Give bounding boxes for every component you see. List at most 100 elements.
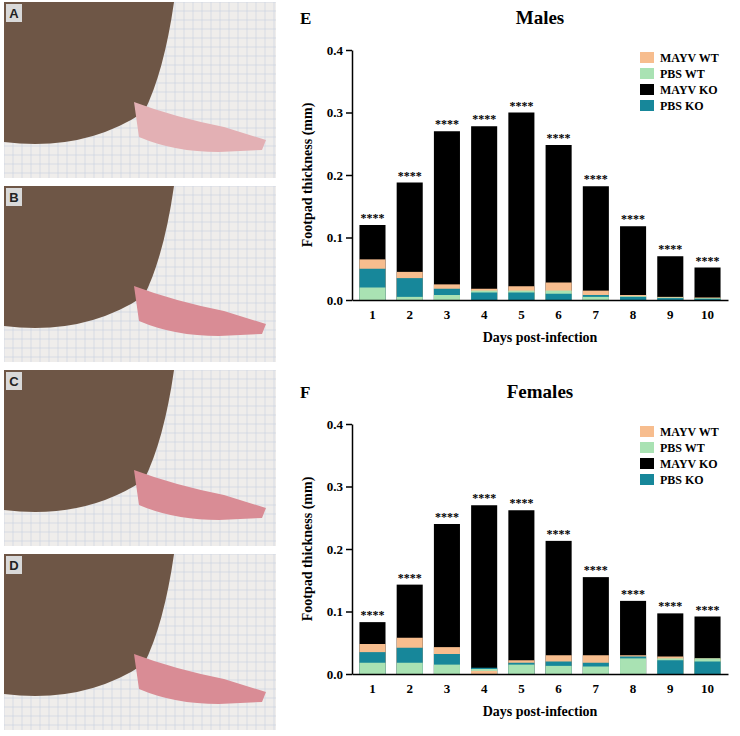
legend-label: MAYV KO xyxy=(660,83,718,97)
panel-letter: F xyxy=(300,383,310,402)
bar xyxy=(694,658,720,674)
bar xyxy=(359,288,385,301)
bar xyxy=(471,291,497,300)
bar xyxy=(583,186,609,300)
paper-grid xyxy=(265,370,266,546)
bar xyxy=(620,297,646,300)
significance: **** xyxy=(696,603,720,617)
bar xyxy=(657,256,683,300)
photo-panel xyxy=(4,2,276,178)
paper-grid xyxy=(274,370,275,546)
bar xyxy=(471,126,497,300)
x-tick: 2 xyxy=(406,674,413,696)
paper-grid xyxy=(4,707,276,708)
chart: EMales**********************************… xyxy=(300,7,729,345)
bar xyxy=(471,505,497,674)
significance: **** xyxy=(584,172,608,186)
paper-grid xyxy=(193,186,194,362)
tick-label: 0.4 xyxy=(327,43,344,58)
paper-grid xyxy=(247,186,248,362)
bar xyxy=(583,291,609,300)
x-tick: 7 xyxy=(593,300,600,322)
panel-letter: D xyxy=(9,558,18,573)
legend-swatch xyxy=(640,426,654,437)
axis-line xyxy=(353,300,729,302)
tick-mark xyxy=(346,237,352,239)
paper-grid xyxy=(202,2,203,178)
chart: FFemales********************************… xyxy=(300,381,729,719)
photo-background xyxy=(4,2,276,178)
panel-letter-box: B xyxy=(6,188,22,206)
y-tick: 0.4 xyxy=(327,417,352,432)
tick-label: 0.2 xyxy=(327,168,343,183)
bar xyxy=(434,524,460,674)
bar xyxy=(657,613,683,674)
mouse-paw xyxy=(134,286,266,336)
x-tick: 6 xyxy=(555,300,562,322)
paper-grid xyxy=(256,554,257,730)
tick-mark xyxy=(346,300,352,302)
chart-title: Males xyxy=(516,7,565,28)
bar xyxy=(434,654,460,674)
bar xyxy=(359,259,385,300)
paper-grid xyxy=(193,554,194,730)
significance: **** xyxy=(621,212,645,226)
tick-label: 1 xyxy=(369,681,376,696)
bar xyxy=(657,298,683,300)
bar xyxy=(657,297,683,300)
tick-label: 0.3 xyxy=(327,479,344,494)
panel-letter: A xyxy=(9,6,19,21)
bar xyxy=(546,662,572,675)
paper-grid xyxy=(229,370,230,546)
paper-grid xyxy=(229,2,230,178)
bar xyxy=(397,585,423,674)
x-axis-title: Days post-infection xyxy=(483,330,598,345)
bar xyxy=(620,657,646,675)
panel-letter-background xyxy=(6,4,22,22)
paper-grid xyxy=(4,173,276,174)
bar xyxy=(508,663,534,674)
bar xyxy=(397,648,423,674)
x-tick: 10 xyxy=(701,300,714,322)
paper-grid xyxy=(265,2,266,178)
bar xyxy=(583,297,609,300)
x-tick: 3 xyxy=(444,674,451,696)
bar xyxy=(583,295,609,300)
photo-panel xyxy=(4,554,276,730)
bar xyxy=(434,284,460,300)
bar xyxy=(397,272,423,300)
paper-grid xyxy=(238,370,239,546)
photo-panel xyxy=(4,186,276,362)
tick-label: 7 xyxy=(593,681,600,696)
bar xyxy=(359,622,385,674)
legend-label: MAYV WT xyxy=(660,425,719,439)
paper-grid xyxy=(4,541,276,542)
bar xyxy=(397,278,423,300)
bar xyxy=(546,145,572,300)
paper-grid xyxy=(238,554,239,730)
bar xyxy=(471,668,497,674)
tick-label: 0.0 xyxy=(327,293,343,308)
paper-grid xyxy=(193,2,194,178)
bar xyxy=(620,601,646,674)
legend-entry: PBS KO xyxy=(640,99,704,113)
paper-grid xyxy=(274,2,275,178)
legend-entry: PBS WT xyxy=(640,441,705,455)
tick-label: 3 xyxy=(444,681,451,696)
tick-label: 6 xyxy=(555,307,562,322)
bar xyxy=(397,183,423,301)
bar xyxy=(508,291,534,300)
x-tick: 1 xyxy=(369,300,376,322)
bar xyxy=(471,669,497,674)
tick-mark xyxy=(346,112,352,114)
bar xyxy=(657,657,683,675)
x-tick: 5 xyxy=(518,674,525,696)
paper-grid xyxy=(175,186,176,362)
x-tick: 3 xyxy=(444,300,451,322)
x-tick: 7 xyxy=(593,674,600,696)
bar xyxy=(694,658,720,674)
y-tick: 0.2 xyxy=(327,542,352,557)
legend-swatch xyxy=(640,474,654,485)
bar xyxy=(359,225,385,300)
x-tick: 5 xyxy=(518,300,525,322)
